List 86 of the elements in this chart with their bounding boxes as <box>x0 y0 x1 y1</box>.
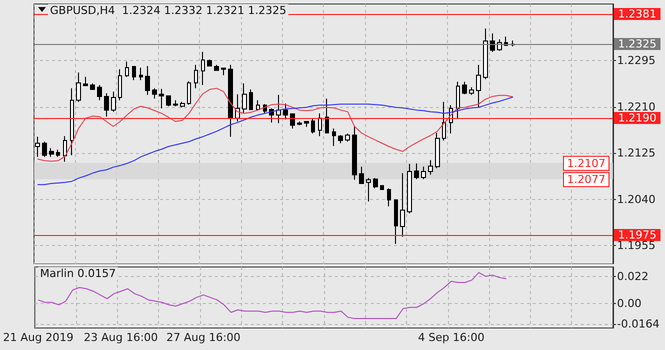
candlestick <box>387 188 391 207</box>
candlestick <box>345 132 350 142</box>
candlestick <box>194 64 198 89</box>
x-tick-label: 21 Aug 2019 <box>2 331 74 344</box>
candlestick <box>166 95 171 107</box>
candlestick <box>35 136 40 158</box>
candlestick <box>132 66 136 81</box>
candlestick <box>318 112 322 137</box>
candlestick <box>97 84 102 101</box>
candlestick <box>456 81 460 120</box>
y-tick-label: 1.2210 <box>617 100 656 114</box>
candlestick <box>145 66 150 96</box>
candlestick <box>421 166 426 180</box>
candlestick <box>173 100 178 107</box>
candlestick <box>152 88 157 100</box>
chart-title: GBPUSD,H4 1.2324 1.2332 1.2321 1.2325 <box>50 4 286 17</box>
y-tick-label: 1.2040 <box>617 192 656 206</box>
x-tick-label: 4 Sep 16:00 <box>418 331 484 344</box>
candlestick <box>380 184 384 191</box>
candlestick <box>242 82 247 114</box>
candlestick <box>125 61 129 78</box>
candlestick <box>90 82 95 90</box>
candlestick <box>352 125 357 180</box>
ref-line-label: 1.1975 <box>618 228 656 242</box>
candlestick <box>118 68 122 101</box>
candlestick <box>400 172 405 238</box>
candlestick <box>304 120 309 128</box>
annotation: 1.2077 <box>567 173 606 186</box>
y-tick-label: 1.2295 <box>617 54 656 68</box>
candlestick <box>462 81 467 95</box>
candlestick <box>490 32 495 52</box>
candlestick <box>83 76 88 87</box>
candlestick <box>325 98 329 134</box>
line-series <box>36 96 514 186</box>
x-tick-label: 27 Aug 16:00 <box>166 331 241 344</box>
y-tick-label: 1.2125 <box>617 146 656 160</box>
candlestick <box>407 163 412 214</box>
candlestick <box>201 51 205 86</box>
candlestick <box>283 103 288 120</box>
candlestick <box>332 128 336 146</box>
candlestick <box>428 160 433 176</box>
candlestick <box>483 28 488 80</box>
candlestick <box>221 68 226 76</box>
candlestick <box>256 100 260 111</box>
candlestick <box>49 148 54 158</box>
candlestick <box>442 101 446 142</box>
ref-line-label: 1.2325 <box>618 38 656 50</box>
candlestick <box>338 134 343 144</box>
y-tick-label: 1.1955 <box>617 239 656 252</box>
candlestick <box>139 67 143 81</box>
candlestick <box>394 199 398 244</box>
candlestick <box>111 91 116 112</box>
candlestick <box>214 64 219 72</box>
candlestick <box>104 92 109 118</box>
candlestick <box>76 72 81 102</box>
ref-line-label: 1.2381 <box>618 8 656 20</box>
chart-title: Marlin 0.0157 <box>40 267 116 280</box>
candlestick <box>373 178 378 189</box>
candlestick <box>249 88 253 111</box>
annotation: 1.2107 <box>567 156 606 170</box>
candlestick <box>435 132 440 169</box>
candlestick <box>276 94 281 124</box>
candlestick <box>366 178 371 202</box>
candlestick <box>180 101 185 108</box>
candlestick <box>70 88 74 156</box>
y-tick-label: -0.0164 <box>617 318 660 331</box>
candlestick <box>359 166 364 185</box>
candlestick <box>159 88 164 109</box>
candlestick <box>476 64 481 108</box>
candlestick <box>311 118 315 134</box>
candlestick <box>469 86 474 96</box>
candlestick <box>207 58 212 68</box>
candlestick <box>414 162 419 180</box>
candlestick <box>290 112 295 130</box>
candlestick <box>63 136 67 162</box>
y-tick-label: 0.022 <box>617 270 648 283</box>
y-tick-label: 0.00 <box>617 297 642 310</box>
ref-line-label: 1.2190 <box>618 112 656 124</box>
candlestick <box>235 94 240 122</box>
candlestick <box>228 64 233 138</box>
line-series <box>36 88 514 162</box>
candlestick <box>187 80 191 106</box>
candlestick <box>297 120 302 126</box>
x-tick-label: 23 Aug 16:00 <box>84 331 158 344</box>
candlestick <box>42 141 47 158</box>
candlestick <box>56 149 60 158</box>
